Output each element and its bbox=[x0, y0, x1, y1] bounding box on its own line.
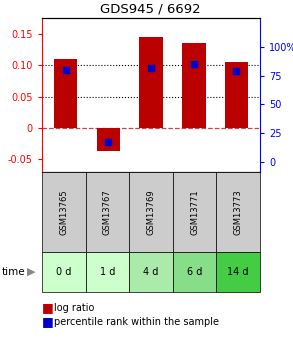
Text: ▶: ▶ bbox=[27, 267, 35, 277]
Point bbox=[234, 68, 239, 74]
Text: GSM13771: GSM13771 bbox=[190, 189, 199, 235]
Text: GSM13765: GSM13765 bbox=[59, 189, 68, 235]
Bar bbox=[182, 42, 205, 128]
Text: ■: ■ bbox=[42, 302, 54, 315]
Text: GSM13769: GSM13769 bbox=[146, 189, 156, 235]
Text: 6 d: 6 d bbox=[187, 267, 202, 277]
Bar bbox=[54, 59, 77, 128]
Text: GDS945 / 6692: GDS945 / 6692 bbox=[100, 2, 200, 15]
Text: 0 d: 0 d bbox=[56, 267, 71, 277]
Text: GSM13773: GSM13773 bbox=[234, 189, 243, 235]
Text: 4 d: 4 d bbox=[143, 267, 159, 277]
Text: 1 d: 1 d bbox=[100, 267, 115, 277]
Text: ■: ■ bbox=[42, 315, 54, 328]
Text: time: time bbox=[2, 267, 25, 277]
Point bbox=[63, 67, 68, 72]
Text: percentile rank within the sample: percentile rank within the sample bbox=[54, 317, 219, 327]
Point bbox=[191, 61, 196, 67]
Bar bbox=[96, 128, 120, 151]
Text: log ratio: log ratio bbox=[54, 303, 94, 313]
Point bbox=[106, 140, 110, 145]
Bar bbox=[225, 62, 248, 128]
Text: GSM13767: GSM13767 bbox=[103, 189, 112, 235]
Point bbox=[149, 65, 153, 70]
Bar bbox=[139, 37, 163, 128]
Text: 14 d: 14 d bbox=[227, 267, 249, 277]
